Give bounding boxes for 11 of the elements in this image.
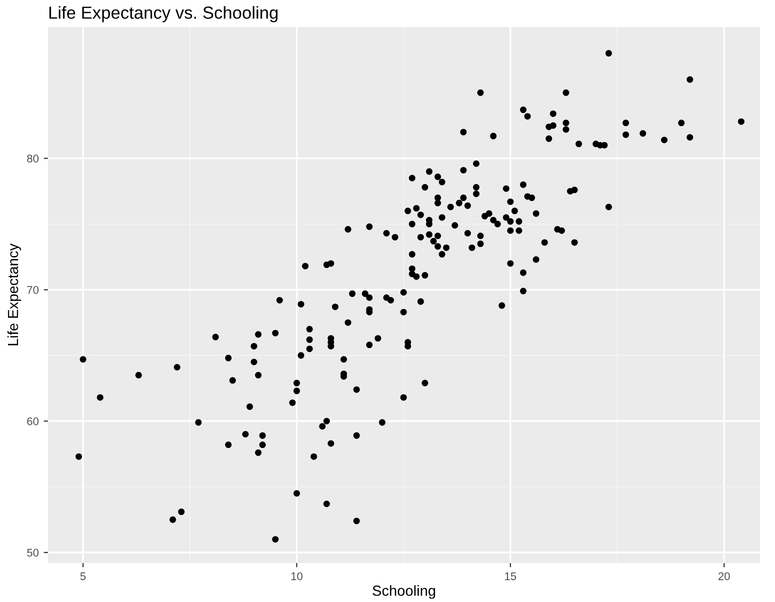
y-axis-title: Life Expectancy [7, 244, 22, 346]
y-tick-label: 50 [27, 548, 39, 557]
x-axis-title: Schooling [372, 585, 436, 599]
y-tick-label: 60 [27, 417, 39, 426]
chart-title: Life Expectancy vs. Schooling [49, 6, 278, 22]
x-tick-label: 15 [505, 572, 516, 580]
y-tick-label: 80 [27, 154, 39, 163]
x-tick-label: 20 [718, 572, 730, 580]
x-tick-label: 10 [291, 572, 302, 580]
x-tick-label: 5 [80, 572, 86, 580]
y-tick-label: 70 [27, 286, 39, 294]
